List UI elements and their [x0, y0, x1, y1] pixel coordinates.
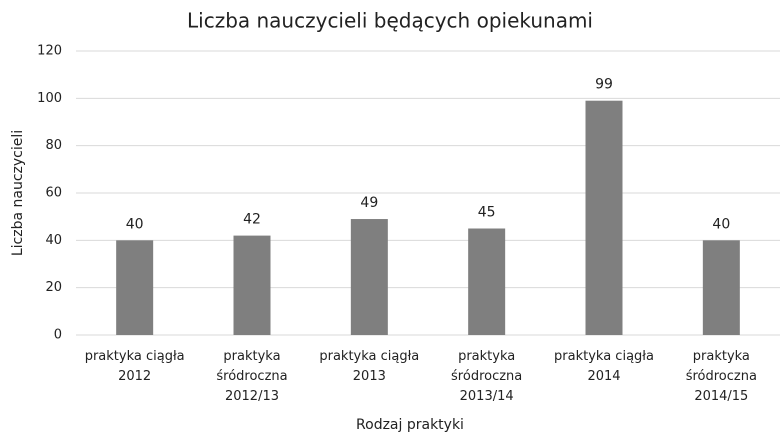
- x-tick-label: praktyka ciągła 2013: [319, 349, 420, 384]
- data-label: 40: [712, 216, 730, 232]
- y-tick-label: 100: [37, 91, 62, 106]
- data-label: 99: [595, 77, 613, 93]
- y-tick-label: 40: [45, 233, 62, 248]
- x-tick-label: praktyka ciągła 2012: [84, 349, 185, 384]
- bar: [468, 228, 506, 335]
- data-label: 45: [478, 205, 496, 221]
- x-tick-label: praktyka śródroczna 2012/13: [216, 349, 288, 404]
- y-tick-label: 20: [45, 280, 62, 295]
- y-tick-label: 80: [45, 138, 62, 153]
- bar: [350, 219, 388, 335]
- y-tick-label: 0: [54, 328, 62, 343]
- x-tick-label: praktyka śródroczna 2014/15: [685, 349, 757, 404]
- data-label: 49: [360, 195, 378, 211]
- x-axis-title: Rodzaj praktyki: [356, 417, 464, 433]
- x-tick-label: praktyka ciągła 2014: [554, 349, 654, 384]
- bar: [585, 100, 623, 335]
- bar: [233, 235, 271, 335]
- data-label: 42: [243, 212, 261, 228]
- y-tick-label: 60: [45, 186, 62, 201]
- y-axis-title: Liczba nauczycieli: [10, 130, 26, 256]
- bar: [116, 240, 154, 335]
- data-label: 40: [126, 216, 144, 232]
- bar: [702, 240, 740, 335]
- chart-title: Liczba nauczycieli będących opiekunami: [187, 9, 593, 33]
- x-tick-label: praktyka śródroczna 2013/14: [451, 349, 523, 404]
- y-tick-label: 120: [37, 44, 62, 59]
